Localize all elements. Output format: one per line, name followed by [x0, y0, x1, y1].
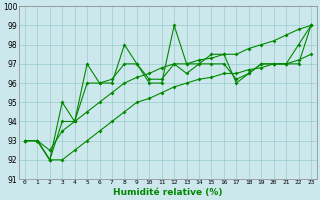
X-axis label: Humidité relative (%): Humidité relative (%) — [113, 188, 223, 197]
